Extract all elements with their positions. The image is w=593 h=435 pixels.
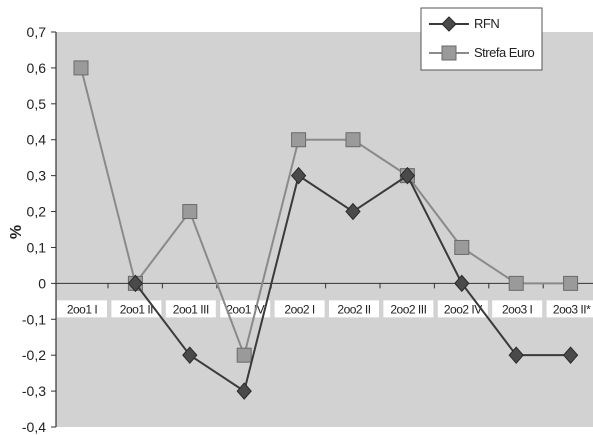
- data-point-square: [236, 347, 252, 363]
- x-tick-label: 2oo2 III: [390, 302, 426, 316]
- x-tick-label: 2oo3 II*: [553, 302, 591, 316]
- category-label-bg: [437, 300, 488, 318]
- x-tick-label: 2oo2 I: [284, 302, 315, 316]
- data-point-square: [73, 60, 89, 76]
- category-label-bg: [274, 300, 325, 318]
- series-layer: [73, 60, 579, 400]
- y-tick-label: -0,3: [22, 383, 46, 399]
- category-label-bg: [57, 300, 107, 318]
- category-label-bg: [111, 300, 162, 318]
- data-point-square: [182, 204, 198, 220]
- data-point-diamond: [562, 346, 579, 364]
- data-point-diamond: [182, 346, 198, 364]
- plot-background: [56, 32, 593, 427]
- data-point-diamond: [127, 274, 144, 293]
- category-label-bg: [546, 300, 593, 318]
- data-point-square: [454, 239, 470, 255]
- category-label-bg: [492, 300, 543, 318]
- x-tick-label: 2oo2 II: [337, 302, 370, 316]
- plot-area: [55, 32, 593, 427]
- data-point-diamond: [454, 274, 470, 293]
- category-label-bg: [383, 300, 434, 318]
- y-tick-label: 0,3: [27, 168, 47, 184]
- legend-marker-rfn: [441, 16, 457, 32]
- y-tick-label: 0,7: [27, 24, 47, 40]
- x-axis-categories: 2oo1 I 2oo1 II 2oo1 III 2oo1 IV 2oo2 I 2oo2 I…: [57, 283, 593, 318]
- y-tick-label: 0,5: [27, 96, 47, 112]
- data-point-square: [563, 275, 579, 291]
- y-tick-label: -0,2: [22, 347, 46, 363]
- data-point-square: [291, 132, 307, 148]
- data-point-square: [345, 132, 361, 148]
- data-point-diamond: [290, 166, 307, 185]
- x-tick-label: 2oo1 III: [173, 302, 209, 316]
- y-axis-ticks: 0,7 0,6 0,5 0,4 0,3 0,2 0,1 0 -0,1 -0,2 -0,3 -0,4: [22, 24, 56, 435]
- x-tick-label: 2oo3 I: [502, 302, 533, 316]
- data-point-diamond: [236, 382, 252, 400]
- legend-label-rfn: RFN: [474, 16, 499, 31]
- y-tick-label: 0,6: [27, 60, 47, 76]
- legend: RFN Strefa Euro: [420, 7, 543, 71]
- category-label-bg: [329, 300, 379, 318]
- y-tick-label: 0,4: [27, 132, 47, 148]
- category-label-bg: [165, 300, 216, 318]
- data-point-diamond: [399, 166, 416, 185]
- x-tick-label: 2oo1 I: [67, 302, 98, 316]
- y-tick-label: -0,1: [22, 311, 46, 327]
- legend-marker-strefa-euro: [441, 45, 457, 61]
- data-point-square: [508, 275, 524, 291]
- series-rfn: [127, 166, 579, 400]
- legend-box: [420, 7, 543, 71]
- series-line: [80, 67, 571, 359]
- y-tick-label: 0,2: [27, 204, 47, 220]
- data-point-diamond: [508, 346, 524, 364]
- x-tick-label: 2oo1 IV: [226, 302, 264, 316]
- x-tick-label: 2oo1 II: [120, 302, 153, 316]
- x-tick-label: 2oo2 IV: [444, 302, 482, 316]
- y-tick-label: 0,1: [27, 239, 47, 255]
- y-axis-label: %: [8, 225, 25, 239]
- y-tick-label: 0: [38, 275, 46, 291]
- legend-label-strefa-euro: Strefa Euro: [474, 45, 535, 60]
- y-tick-label: -0,4: [22, 419, 46, 435]
- data-point-diamond: [345, 202, 361, 221]
